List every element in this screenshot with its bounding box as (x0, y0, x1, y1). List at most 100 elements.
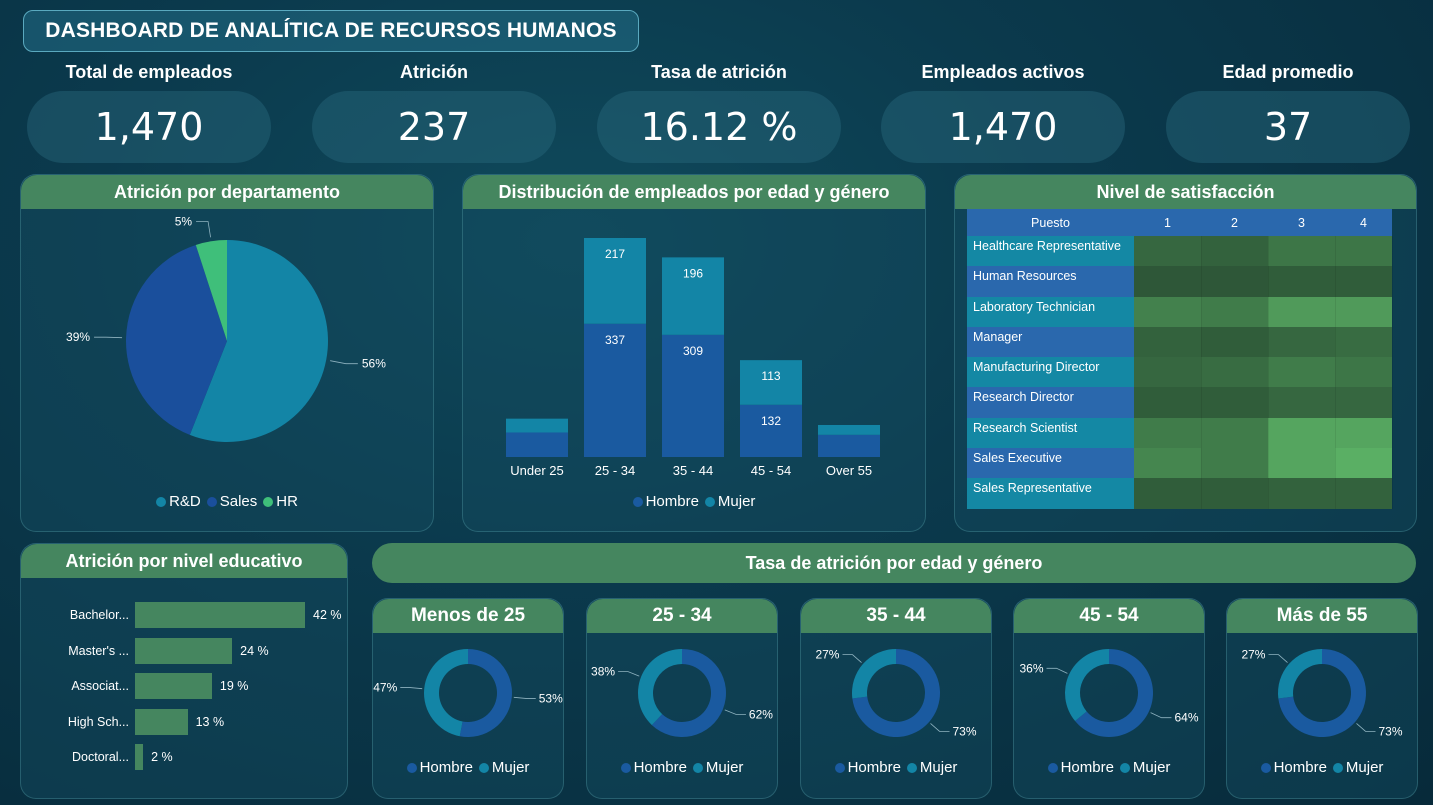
bar-hombre[interactable] (584, 323, 646, 457)
bar-mujer[interactable] (818, 424, 880, 435)
education-row[interactable]: High Sch... 13 % (21, 708, 224, 735)
donut-chart[interactable]: 53% 47% (373, 635, 563, 765)
heat-cell-level-1[interactable] (1134, 417, 1202, 449)
education-bar[interactable] (135, 673, 212, 699)
heat-cell-level-3[interactable] (1268, 478, 1336, 509)
legend-item-mujer[interactable]: Mujer (1332, 759, 1383, 776)
heat-cell-level-3[interactable] (1268, 417, 1336, 449)
donut-chart[interactable]: 62% 38% (587, 635, 777, 765)
heat-cell-level-1[interactable] (1134, 478, 1202, 509)
heat-cell-level-2[interactable] (1201, 387, 1269, 418)
heat-cell-level-2[interactable] (1201, 357, 1269, 388)
heat-cell-level-3[interactable] (1268, 266, 1336, 297)
header-level-4[interactable]: 4 (1335, 209, 1392, 236)
satisfaction-row[interactable]: Manufacturing Director (967, 357, 1393, 388)
heat-cell-level-4[interactable] (1335, 417, 1393, 449)
satisfaction-row[interactable]: Laboratory Technician (967, 296, 1393, 327)
heat-cell-level-4[interactable] (1335, 236, 1393, 267)
heat-cell-level-3[interactable] (1268, 448, 1336, 479)
legend-item-hombre[interactable]: Hombre (632, 493, 699, 510)
heat-cell-level-1[interactable] (1134, 296, 1202, 327)
heat-cell-level-4[interactable] (1335, 326, 1393, 358)
legend-item-rd[interactable]: R&D (156, 493, 201, 510)
heat-cell-level-1[interactable] (1134, 266, 1202, 297)
heat-cell-level-1[interactable] (1134, 357, 1202, 388)
donut-segment-mujer[interactable] (852, 649, 896, 699)
bar-hombre[interactable] (740, 404, 802, 457)
header-level-3[interactable]: 3 (1268, 209, 1335, 236)
legend-item-hombre[interactable]: Hombre (1047, 759, 1114, 776)
heat-cell-level-3[interactable] (1268, 326, 1336, 358)
education-row[interactable]: Associat... 19 % (21, 673, 248, 699)
donut-segment-hombre[interactable] (852, 649, 940, 737)
satisfaction-row[interactable]: Sales Representative (967, 478, 1393, 509)
legend-item-hombre[interactable]: Hombre (1260, 759, 1327, 776)
heat-cell-level-3[interactable] (1268, 357, 1336, 388)
heat-cell-level-1[interactable] (1134, 448, 1202, 479)
heat-cell-level-4[interactable] (1335, 448, 1393, 479)
legend-item-sales[interactable]: Sales (206, 493, 257, 510)
education-row[interactable]: Master's ... 24 % (21, 637, 269, 664)
bar-mujer[interactable] (662, 257, 724, 335)
header-puesto[interactable]: Puesto (967, 209, 1134, 236)
heat-cell-level-4[interactable] (1335, 357, 1393, 388)
donut-segment-hombre[interactable] (1278, 649, 1366, 737)
heat-cell-level-1[interactable] (1134, 326, 1202, 358)
education-bar[interactable] (135, 637, 233, 664)
heat-cell-level-4[interactable] (1335, 296, 1393, 327)
bar-hombre[interactable] (818, 434, 880, 457)
education-bar[interactable] (135, 708, 188, 735)
legend-item-hombre[interactable]: Hombre (834, 759, 901, 776)
donut-chart[interactable]: 73% 27% (1227, 635, 1417, 765)
legend-item-mujer[interactable]: Mujer (906, 759, 957, 776)
bar-mujer[interactable] (740, 360, 802, 405)
legend-item-mujer[interactable]: Mujer (1119, 759, 1170, 776)
heat-cell-level-4[interactable] (1335, 266, 1393, 297)
pie-slice-hr[interactable] (195, 240, 227, 341)
satisfaction-row[interactable]: Manager (967, 326, 1393, 358)
education-bar[interactable] (135, 744, 144, 770)
heat-cell-level-3[interactable] (1268, 296, 1336, 327)
donut-segment-mujer[interactable] (1065, 649, 1109, 722)
heat-cell-level-2[interactable] (1201, 266, 1269, 297)
donut-segment-hombre[interactable] (651, 649, 726, 737)
satisfaction-row[interactable]: Research Director (967, 387, 1393, 418)
legend-item-hr[interactable]: HR (263, 493, 298, 510)
legend-item-mujer[interactable]: Mujer (478, 759, 529, 776)
legend-item-mujer[interactable]: Mujer (692, 759, 743, 776)
donut-chart[interactable]: 64% 36% (1014, 635, 1204, 765)
heat-cell-level-2[interactable] (1201, 417, 1269, 449)
donut-segment-mujer[interactable] (638, 649, 682, 726)
heat-cell-level-1[interactable] (1134, 387, 1202, 418)
age-gender-bar-chart[interactable]: Under 25 337 217 25 - 34 309 196 35 - 44 132 113… (463, 211, 925, 491)
satisfaction-row[interactable]: Sales Executive (967, 448, 1393, 479)
heat-cell-level-2[interactable] (1201, 448, 1269, 479)
education-row[interactable]: Doctoral... 2 % (21, 744, 173, 770)
bar-mujer[interactable] (584, 238, 646, 324)
header-level-2[interactable]: 2 (1201, 209, 1268, 236)
heat-cell-level-2[interactable] (1201, 296, 1269, 327)
heat-cell-level-4[interactable] (1335, 387, 1393, 418)
legend-item-hombre[interactable]: Hombre (620, 759, 687, 776)
donut-segment-hombre[interactable] (1075, 649, 1153, 737)
donut-chart[interactable]: 73% 27% (801, 635, 991, 765)
pie-slice-sales[interactable] (126, 244, 227, 435)
donut-segment-hombre[interactable] (459, 649, 512, 737)
heat-cell-level-2[interactable] (1201, 236, 1269, 267)
satisfaction-row[interactable]: Human Resources (967, 266, 1393, 297)
heat-cell-level-3[interactable] (1268, 236, 1336, 267)
heat-cell-level-3[interactable] (1268, 387, 1336, 418)
heat-cell-level-2[interactable] (1201, 478, 1269, 509)
education-bar[interactable] (135, 602, 305, 628)
heat-cell-level-2[interactable] (1201, 326, 1269, 358)
education-row[interactable]: Bachelor... 42 % (21, 602, 342, 628)
bar-mujer[interactable] (506, 418, 568, 433)
pie-slice-rd[interactable] (189, 240, 328, 442)
satisfaction-row[interactable]: Research Scientist (967, 417, 1393, 449)
legend-item-hombre[interactable]: Hombre (406, 759, 473, 776)
legend-item-mujer[interactable]: Mujer (704, 493, 755, 510)
satisfaction-row[interactable]: Healthcare Representative (967, 236, 1393, 267)
bar-hombre[interactable] (506, 432, 568, 457)
donut-segment-mujer[interactable] (423, 649, 468, 737)
header-level-1[interactable]: 1 (1134, 209, 1201, 236)
